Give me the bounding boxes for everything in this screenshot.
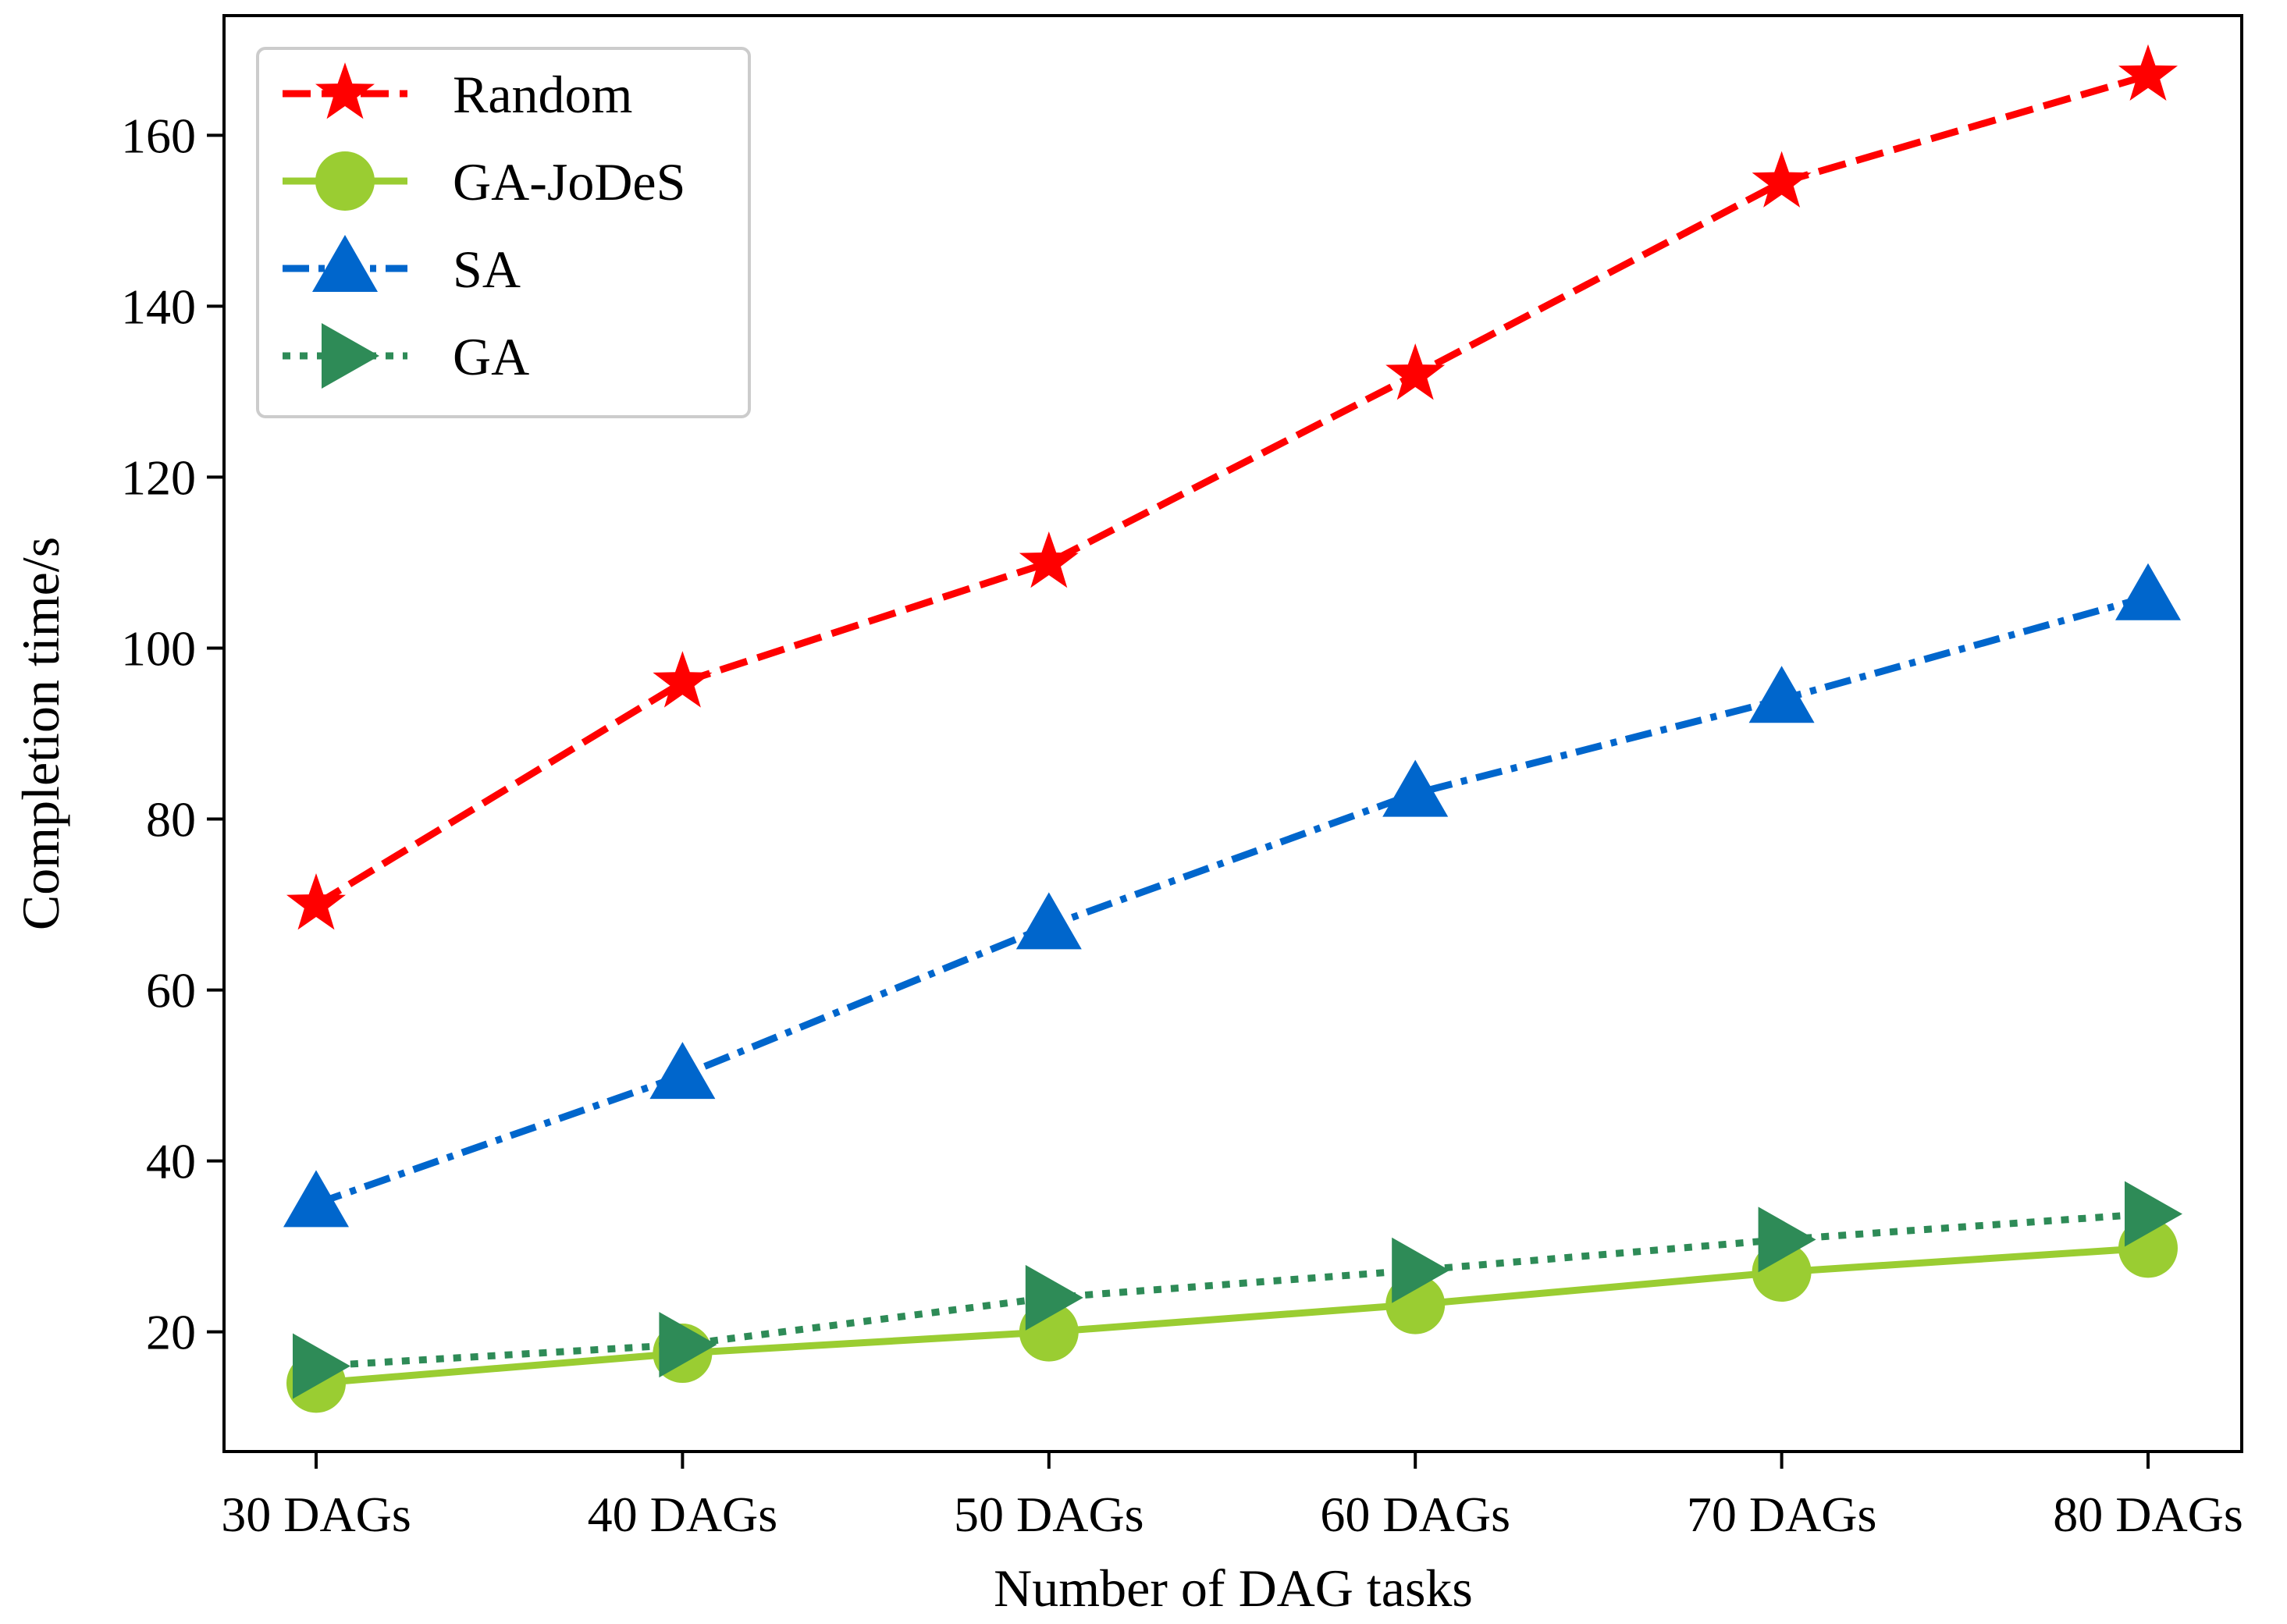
series-ga — [293, 1181, 2182, 1399]
series-sa — [283, 563, 2181, 1228]
series-layer — [283, 44, 2182, 1413]
data-point — [1382, 759, 1449, 817]
y-tick-label: 160 — [121, 108, 196, 163]
data-point — [1385, 343, 1446, 400]
x-axis-label: Number of DAG tasks — [994, 1558, 1473, 1618]
legend-item: SA — [283, 235, 521, 299]
data-point — [1019, 531, 1079, 588]
data-point — [1025, 1264, 1083, 1331]
y-tick-label: 140 — [121, 279, 196, 334]
legend-label: GA-JoDeS — [453, 152, 685, 211]
x-tick-label: 70 DAGs — [1687, 1487, 1877, 1542]
series-line — [315, 593, 2150, 1207]
x-tick-label: 40 DAGs — [588, 1487, 778, 1542]
legend-box — [256, 47, 751, 418]
plot-area-frame — [222, 14, 2243, 1453]
data-point — [649, 1042, 716, 1100]
data-point — [283, 1170, 349, 1228]
data-point — [293, 1333, 350, 1399]
data-point — [1752, 151, 1812, 208]
legend-label: Random — [453, 65, 632, 124]
legend-marker — [315, 62, 375, 119]
y-tick-label: 60 — [146, 963, 196, 1018]
x-tick-label: 80 DAGs — [2053, 1487, 2243, 1542]
data-point — [286, 873, 346, 930]
legend: Random GA-JoDeS SA GA — [256, 47, 751, 418]
y-axis-label: Completion time/s — [11, 537, 70, 930]
y-axis: 20 40 60 80 100 120 140 160 — [121, 108, 224, 1360]
x-tick-label: 50 DAGs — [954, 1487, 1144, 1542]
y-tick-label: 20 — [146, 1305, 196, 1360]
y-tick-label: 80 — [146, 792, 196, 848]
data-point — [1015, 892, 1082, 950]
x-axis: 30 DAGs 40 DAGs 50 DAGs 60 DAGs 70 DAGs 80 DA… — [221, 1452, 2243, 1542]
data-point — [653, 651, 713, 708]
data-point — [1392, 1237, 1450, 1303]
legend-item: Random — [283, 62, 632, 124]
y-tick-label: 40 — [146, 1134, 196, 1189]
series-random — [286, 44, 2178, 930]
y-tick-label: 120 — [121, 450, 196, 505]
series-line — [315, 1244, 2149, 1387]
x-tick-label: 60 DAGs — [1320, 1487, 1510, 1542]
data-point — [2115, 563, 2181, 620]
series-ga-jodes — [286, 1218, 2178, 1413]
legend-label: SA — [453, 240, 521, 299]
data-point — [1758, 1206, 1816, 1273]
series-line — [315, 1210, 2149, 1370]
legend-marker — [315, 151, 375, 211]
legend-label: GA — [453, 327, 529, 386]
legend-marker — [312, 235, 378, 292]
legend-marker — [322, 323, 379, 389]
y-tick-label: 100 — [121, 620, 196, 676]
data-point — [2118, 44, 2178, 101]
data-point — [659, 1312, 717, 1378]
data-point — [2125, 1181, 2182, 1247]
legend-item: GA — [283, 323, 529, 389]
series-line — [314, 72, 2150, 908]
data-point — [1748, 666, 1815, 723]
legend-item: GA-JoDeS — [283, 151, 685, 211]
x-tick-label: 30 DAGs — [221, 1487, 411, 1542]
